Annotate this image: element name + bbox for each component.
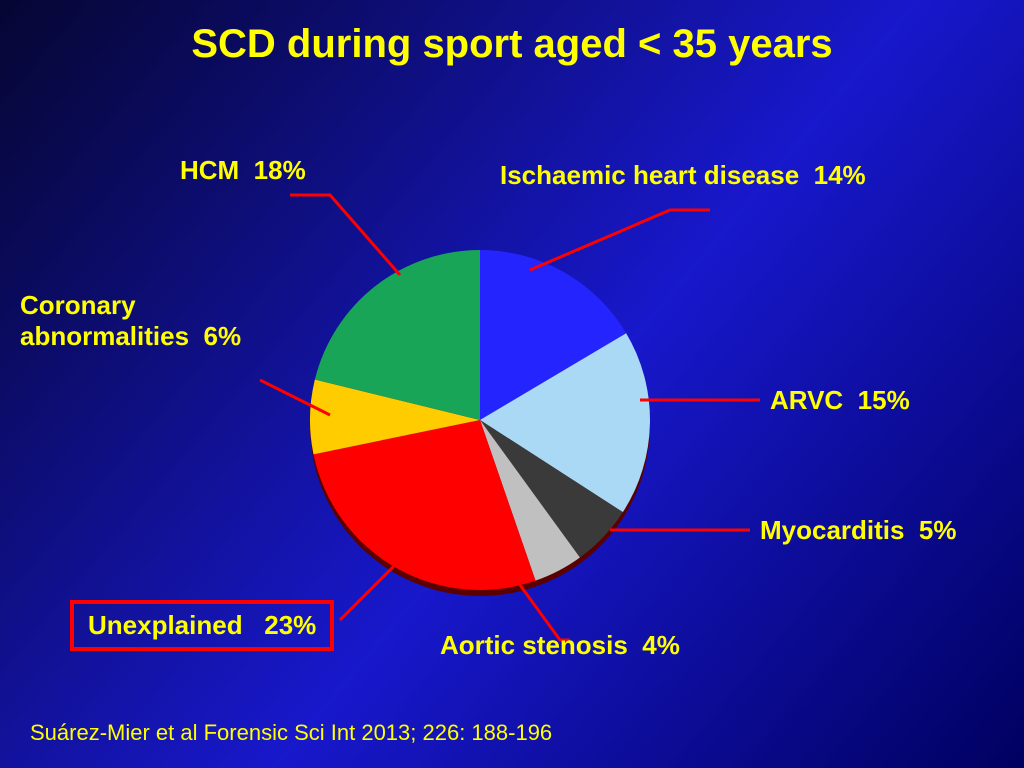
leader-line bbox=[530, 210, 710, 270]
leader-line bbox=[340, 560, 400, 620]
slice-label-unexplained: Unexplained 23% bbox=[70, 600, 334, 651]
slice-label-arvc: ARVC 15% bbox=[770, 385, 910, 416]
slide: SCD during sport aged < 35 years Ischaem… bbox=[0, 0, 1024, 768]
slice-label-aortic-stenosis: Aortic stenosis 4% bbox=[440, 630, 680, 661]
leader-line bbox=[290, 195, 400, 275]
slice-label-hcm: HCM 18% bbox=[180, 155, 306, 186]
slice-label-myocarditis: Myocarditis 5% bbox=[760, 515, 957, 546]
slice-label-ischaemic-heart-disease: Ischaemic heart disease 14% bbox=[500, 160, 866, 191]
slice-label-coronary-abnormalities: Coronary abnormalities 6% bbox=[20, 290, 241, 352]
citation-text: Suárez-Mier et al Forensic Sci Int 2013;… bbox=[30, 720, 552, 746]
